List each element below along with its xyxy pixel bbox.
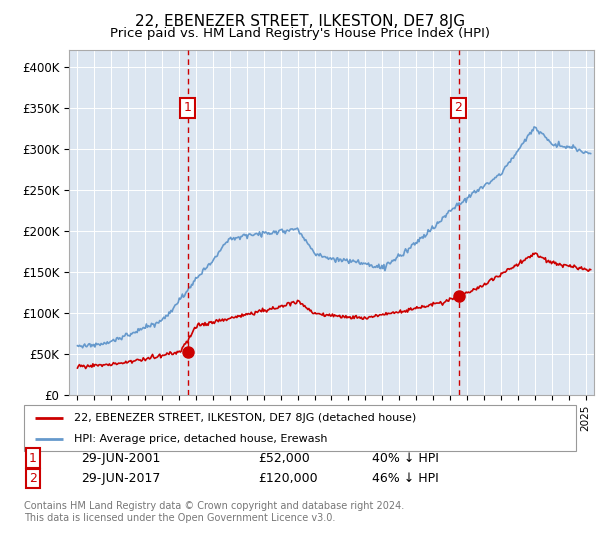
Text: 22, EBENEZER STREET, ILKESTON, DE7 8JG (detached house): 22, EBENEZER STREET, ILKESTON, DE7 8JG (…	[74, 413, 416, 423]
Text: 1: 1	[29, 451, 37, 465]
FancyBboxPatch shape	[24, 405, 576, 451]
Text: 1: 1	[184, 101, 191, 114]
Text: HPI: Average price, detached house, Erewash: HPI: Average price, detached house, Erew…	[74, 435, 327, 444]
Text: 29-JUN-2017: 29-JUN-2017	[81, 472, 160, 486]
Text: 46% ↓ HPI: 46% ↓ HPI	[372, 472, 439, 486]
Text: £52,000: £52,000	[258, 451, 310, 465]
Text: £120,000: £120,000	[258, 472, 317, 486]
Text: 22, EBENEZER STREET, ILKESTON, DE7 8JG: 22, EBENEZER STREET, ILKESTON, DE7 8JG	[135, 14, 465, 29]
Text: 40% ↓ HPI: 40% ↓ HPI	[372, 451, 439, 465]
Text: 2: 2	[29, 472, 37, 486]
Text: Contains HM Land Registry data © Crown copyright and database right 2024.
This d: Contains HM Land Registry data © Crown c…	[24, 501, 404, 523]
Text: Price paid vs. HM Land Registry's House Price Index (HPI): Price paid vs. HM Land Registry's House …	[110, 27, 490, 40]
Text: 29-JUN-2001: 29-JUN-2001	[81, 451, 160, 465]
Text: 2: 2	[455, 101, 463, 114]
